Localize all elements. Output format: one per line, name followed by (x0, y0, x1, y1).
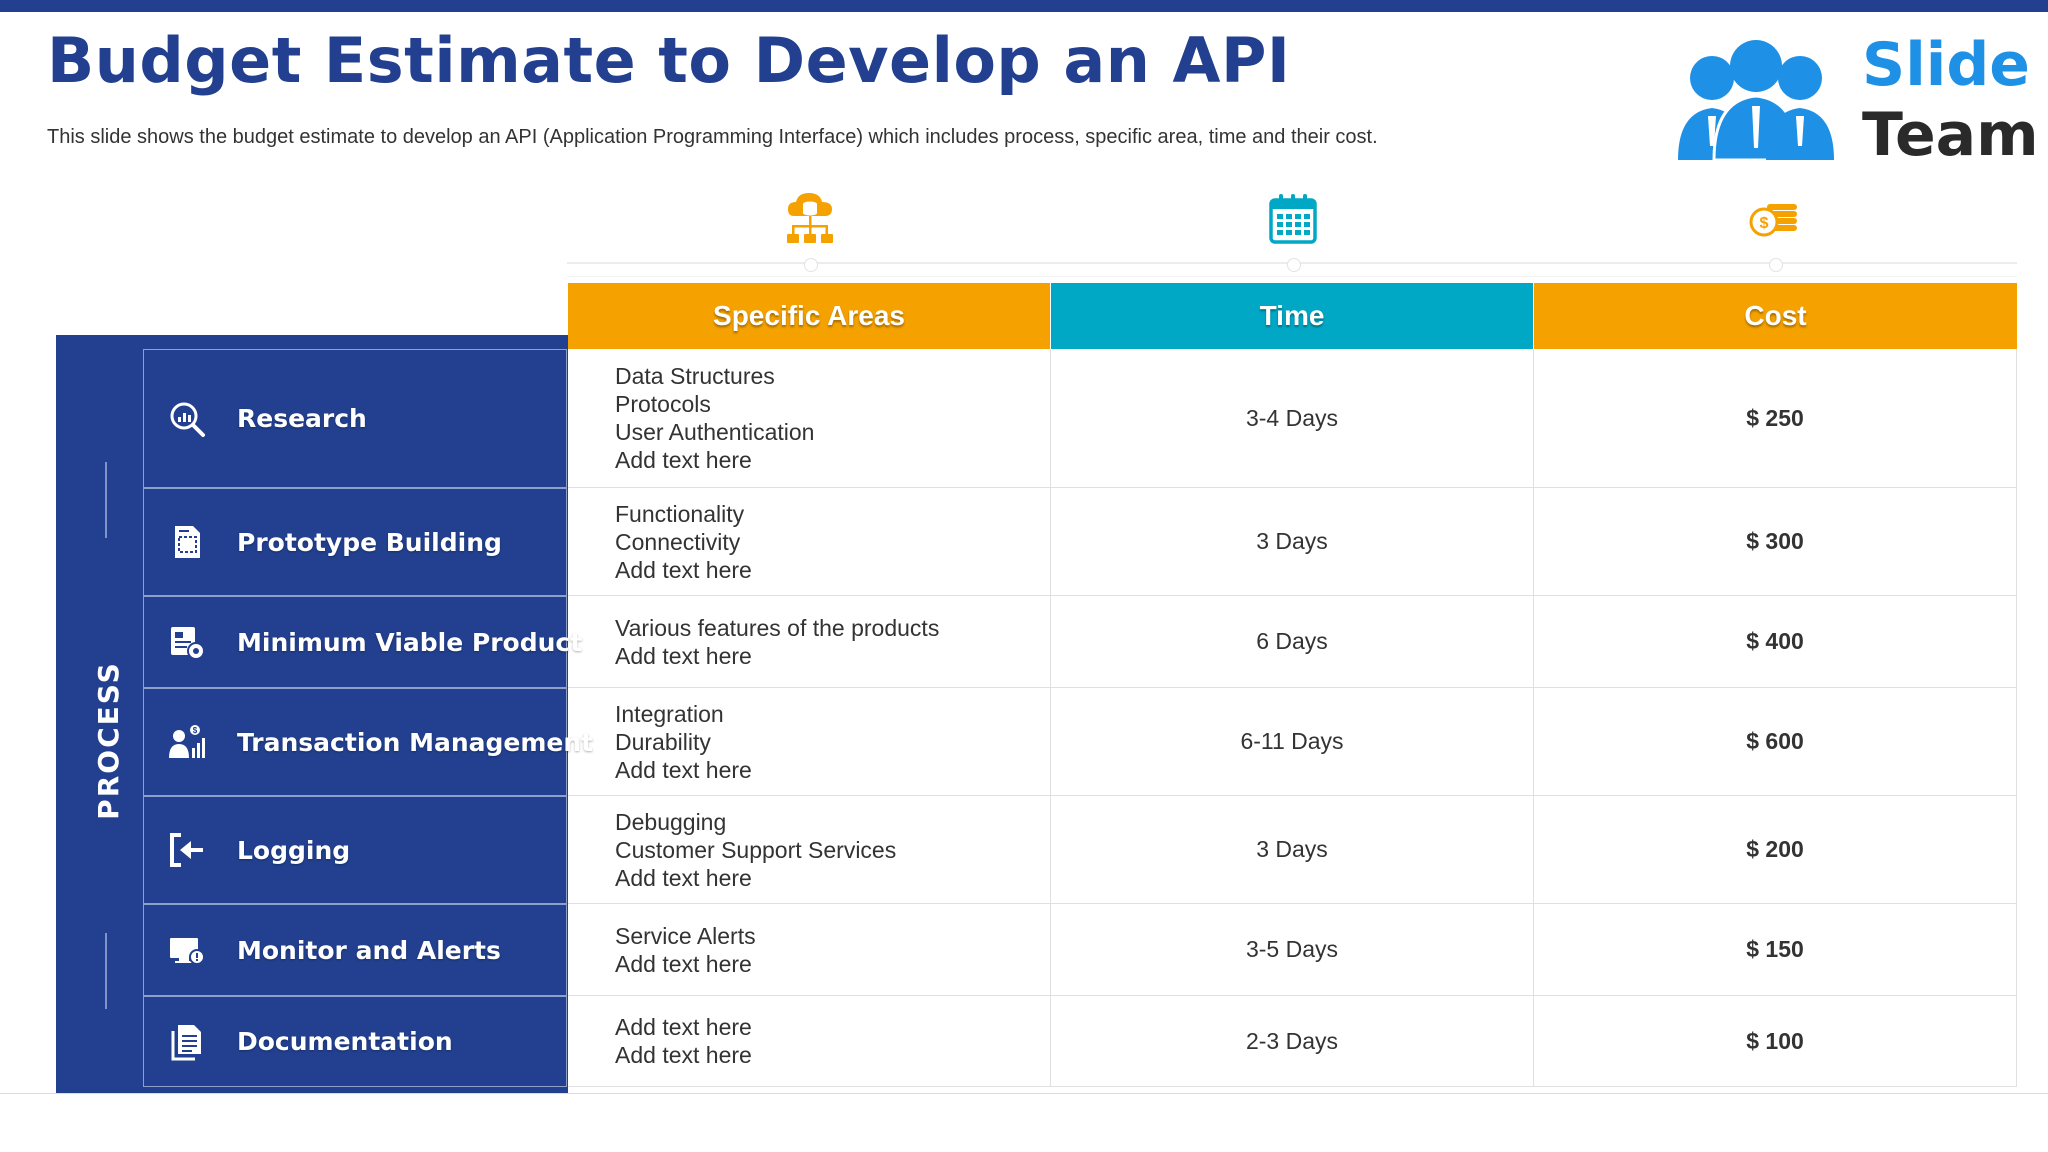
process-cell-monitor-and-alerts: Monitor and Alerts (143, 904, 567, 996)
process-cell-logging: Logging (143, 796, 567, 904)
area-item: Add text here (615, 864, 752, 891)
top-accent-bar (0, 0, 2048, 12)
magnifier-chart-icon (170, 402, 205, 437)
time-cell: 3-4 Days (1051, 349, 1534, 488)
area-item: Functionality (615, 500, 745, 527)
time-cell: 3 Days (1051, 488, 1534, 596)
areas-cell-monitor-and-alerts: Service Alerts Add text here (568, 904, 1051, 996)
area-item: Add text here (615, 447, 752, 473)
area-item: Protocols (615, 391, 711, 417)
product-settings-icon (171, 627, 205, 660)
process-cell-research: Research (143, 349, 567, 488)
blueprint-document-icon (175, 526, 200, 558)
monitor-alert-icon (170, 938, 205, 965)
time-cell: 2-3 Days (1051, 996, 1534, 1087)
header-specific-areas: Specific Areas (568, 283, 1050, 349)
area-item: User Authentication (615, 419, 815, 445)
coins-icon: $ (1749, 204, 1797, 237)
areas-cell-documentation: Add text here Add text here (568, 996, 1051, 1087)
process-name: Prototype Building (237, 527, 502, 557)
process-divider-top (105, 462, 107, 538)
process-name: Transaction Management (237, 727, 594, 757)
header-guide-line (567, 276, 2017, 277)
process-cell-minimum-viable-product: Minimum Viable Product (143, 596, 582, 688)
area-item: Add text here (615, 756, 752, 783)
process-name: Research (237, 404, 367, 433)
process-cell-documentation: Documentation (143, 996, 567, 1087)
svg-text:$: $ (1760, 215, 1769, 232)
cost-cell: $ 100 (1534, 996, 2017, 1087)
time-cell: 6 Days (1051, 596, 1534, 688)
area-item: Service Alerts (615, 922, 756, 949)
sign-in-arrow-icon (170, 833, 203, 867)
process-name: Monitor and Alerts (237, 935, 501, 965)
calendar-icon (1269, 194, 1317, 244)
guide-dot (1287, 258, 1301, 272)
logo-word-slide: Slide (1862, 30, 2030, 100)
area-item: Add text here (615, 642, 752, 669)
area-item: Connectivity (615, 528, 741, 555)
cost-cell: $ 200 (1534, 796, 2017, 904)
areas-cell-logging: Debugging Customer Support Services Add … (568, 796, 1051, 904)
areas-cell-research: Data Structures Protocols User Authentic… (568, 349, 1051, 488)
area-item: Durability (615, 728, 711, 755)
cost-cell: $ 300 (1534, 488, 2017, 596)
user-dollar-growth-icon: $ (169, 725, 205, 758)
area-item: Debugging (615, 808, 727, 835)
time-cell: 3-5 Days (1051, 904, 1534, 996)
cost-cell: $ 150 (1534, 904, 2017, 996)
area-item: Various features of the products (615, 614, 940, 641)
area-item: Add text here (615, 1014, 752, 1040)
page-subtitle: This slide shows the budget estimate to … (47, 126, 1378, 148)
areas-cell-minimum-viable-product: Various features of the products Add tex… (568, 596, 1051, 688)
guide-dot (804, 258, 818, 272)
cloud-database-network-icon (787, 193, 833, 243)
area-item: Customer Support Services (615, 836, 897, 863)
logo-word-team: Team (1862, 100, 2039, 170)
documents-icon (171, 1024, 201, 1060)
time-cell: 3 Days (1051, 796, 1534, 904)
process-name: Minimum Viable Product (237, 627, 583, 657)
svg-text:$: $ (193, 726, 198, 735)
areas-cell-transaction-management: Integration Durability Add text here (568, 688, 1051, 796)
guide-dot (1769, 258, 1783, 272)
cost-cell: $ 400 (1534, 596, 2017, 688)
area-item: Add text here (615, 556, 752, 583)
process-name: Logging (237, 835, 351, 865)
area-item: Integration (615, 700, 724, 727)
time-cell: 6-11 Days (1051, 688, 1534, 796)
page-title: Budget Estimate to Develop an API (47, 24, 1291, 97)
slideteam-logo-icon (1678, 40, 1834, 162)
bottom-divider (0, 1093, 2048, 1094)
process-cell-transaction-management: $ Transaction Management (143, 688, 593, 796)
cost-cell: $ 600 (1534, 688, 2017, 796)
process-divider-bottom (105, 933, 107, 1009)
process-name: Documentation (237, 1027, 453, 1056)
area-item: Data Structures (615, 363, 775, 389)
area-item: Add text here (615, 1042, 752, 1068)
area-item: Add text here (615, 950, 752, 977)
header-time: Time (1051, 283, 1533, 349)
header-cost: Cost (1534, 283, 2017, 349)
process-label: PROCESS (91, 660, 125, 820)
cost-cell: $ 250 (1534, 349, 2017, 488)
areas-cell-prototype-building: Functionality Connectivity Add text here (568, 488, 1051, 596)
process-cell-prototype-building: Prototype Building (143, 488, 567, 596)
